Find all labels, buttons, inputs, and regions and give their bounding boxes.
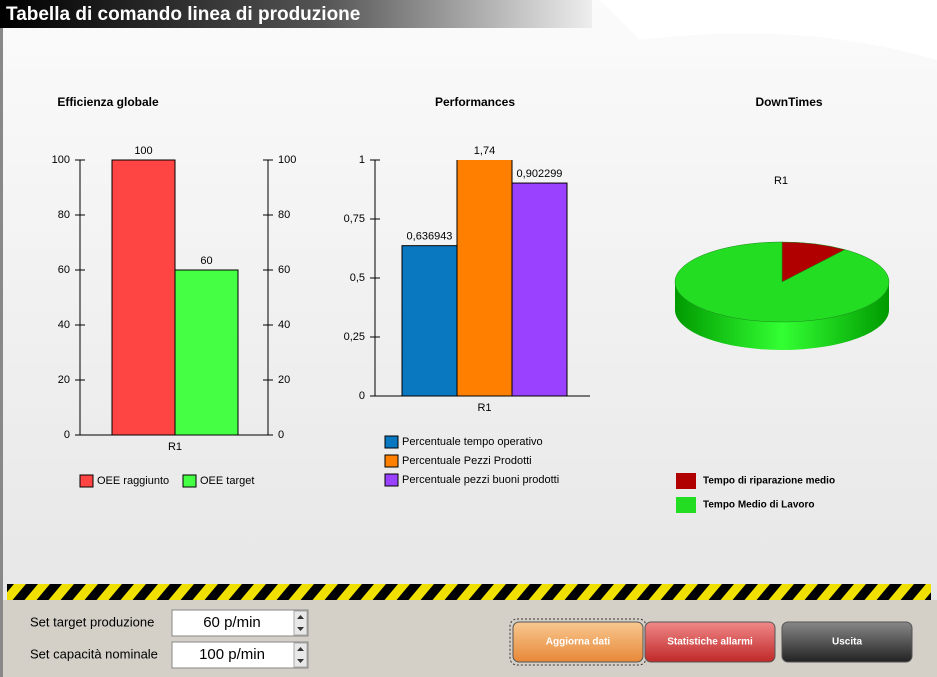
y-tick-label: 40: [58, 319, 70, 331]
bar: [511, 182, 568, 397]
legend-label: Percentuale Pezzi Prodotti: [402, 455, 532, 467]
control-panel: [3, 600, 937, 677]
title-bar: [0, 0, 592, 28]
legend-swatch: [384, 454, 399, 468]
y-tick-label: 60: [58, 264, 70, 276]
legend-swatch: [79, 474, 94, 488]
value-label: 0,636943: [407, 231, 453, 243]
legend-label: OEE raggiunto: [97, 475, 169, 487]
legend-label: Tempo Medio di Lavoro: [703, 500, 814, 511]
x-tick-label: R1: [168, 441, 182, 453]
y2-tick-label: 100: [278, 154, 296, 166]
decoration: [600, 0, 937, 60]
hazard-stripe: [7, 584, 931, 600]
input-value: 60 p/min: [203, 614, 261, 631]
chart-title: Performances: [435, 95, 515, 109]
pie-slice: [674, 241, 890, 323]
chart-title: Efficienza globale: [57, 95, 159, 109]
legend-label: Percentuale tempo operativo: [402, 436, 543, 448]
button[interactable]: [644, 621, 776, 663]
control-label: Set target produzione: [30, 614, 154, 629]
input-box[interactable]: [171, 609, 309, 637]
value-label: 1,74: [474, 145, 495, 157]
pie-label: R1: [774, 175, 788, 187]
button[interactable]: [512, 621, 644, 663]
legend-label: Percentuale pezzi buoni prodotti: [402, 474, 559, 486]
y-tick-label: 20: [58, 374, 70, 386]
y-tick-label: 0,25: [344, 331, 365, 343]
button-label: Aggiorna dati: [546, 637, 611, 648]
y2-tick-label: 0: [278, 429, 284, 441]
frame: [0, 0, 3, 677]
pie-side: [675, 282, 889, 350]
bar: [174, 269, 239, 436]
x-tick-label: R1: [477, 402, 491, 414]
control-label: Set capacità nominale: [30, 646, 158, 661]
y-tick-label: 0: [64, 429, 70, 441]
page-title: Tabella di comando linea di produzione: [6, 4, 360, 25]
legend-swatch: [384, 473, 399, 487]
legend-label: OEE target: [200, 475, 254, 487]
chart-title: DownTimes: [755, 95, 822, 109]
y-tick-label: 80: [58, 209, 70, 221]
spin-button[interactable]: [293, 642, 308, 668]
spin-arrows: [297, 615, 304, 631]
legend-swatch: [676, 497, 696, 513]
legend-swatch: [384, 435, 399, 449]
legend-swatch: [676, 473, 696, 489]
y2-tick-label: 20: [278, 374, 290, 386]
button-label: Uscita: [832, 637, 862, 648]
y-tick-label: 0,5: [350, 272, 365, 284]
y-tick-label: 1: [359, 154, 365, 166]
button-label: Statistiche allarmi: [667, 637, 753, 648]
bar: [401, 245, 458, 397]
y-tick-label: 100: [52, 154, 70, 166]
value-label: 0,902299: [517, 168, 563, 180]
button[interactable]: [781, 621, 913, 663]
spin-arrows: [297, 647, 304, 663]
legend-label: Tempo di riparazione medio: [703, 476, 835, 487]
value-label: 100: [134, 145, 152, 157]
bar: [456, 160, 513, 397]
y2-tick-label: 40: [278, 319, 290, 331]
value-label: 60: [200, 255, 212, 267]
y2-tick-label: 60: [278, 264, 290, 276]
input-value: 100 p/min: [199, 646, 265, 663]
input-box[interactable]: [171, 641, 309, 669]
legend-swatch: [182, 474, 197, 488]
spin-button[interactable]: [293, 610, 308, 636]
y-tick-label: 0,75: [344, 213, 365, 225]
y2-tick-label: 80: [278, 209, 290, 221]
bar: [111, 159, 176, 436]
y-tick-label: 0: [359, 390, 365, 402]
